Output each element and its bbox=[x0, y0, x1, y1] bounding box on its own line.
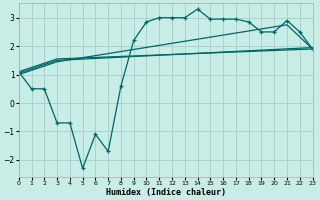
X-axis label: Humidex (Indice chaleur): Humidex (Indice chaleur) bbox=[106, 188, 226, 197]
